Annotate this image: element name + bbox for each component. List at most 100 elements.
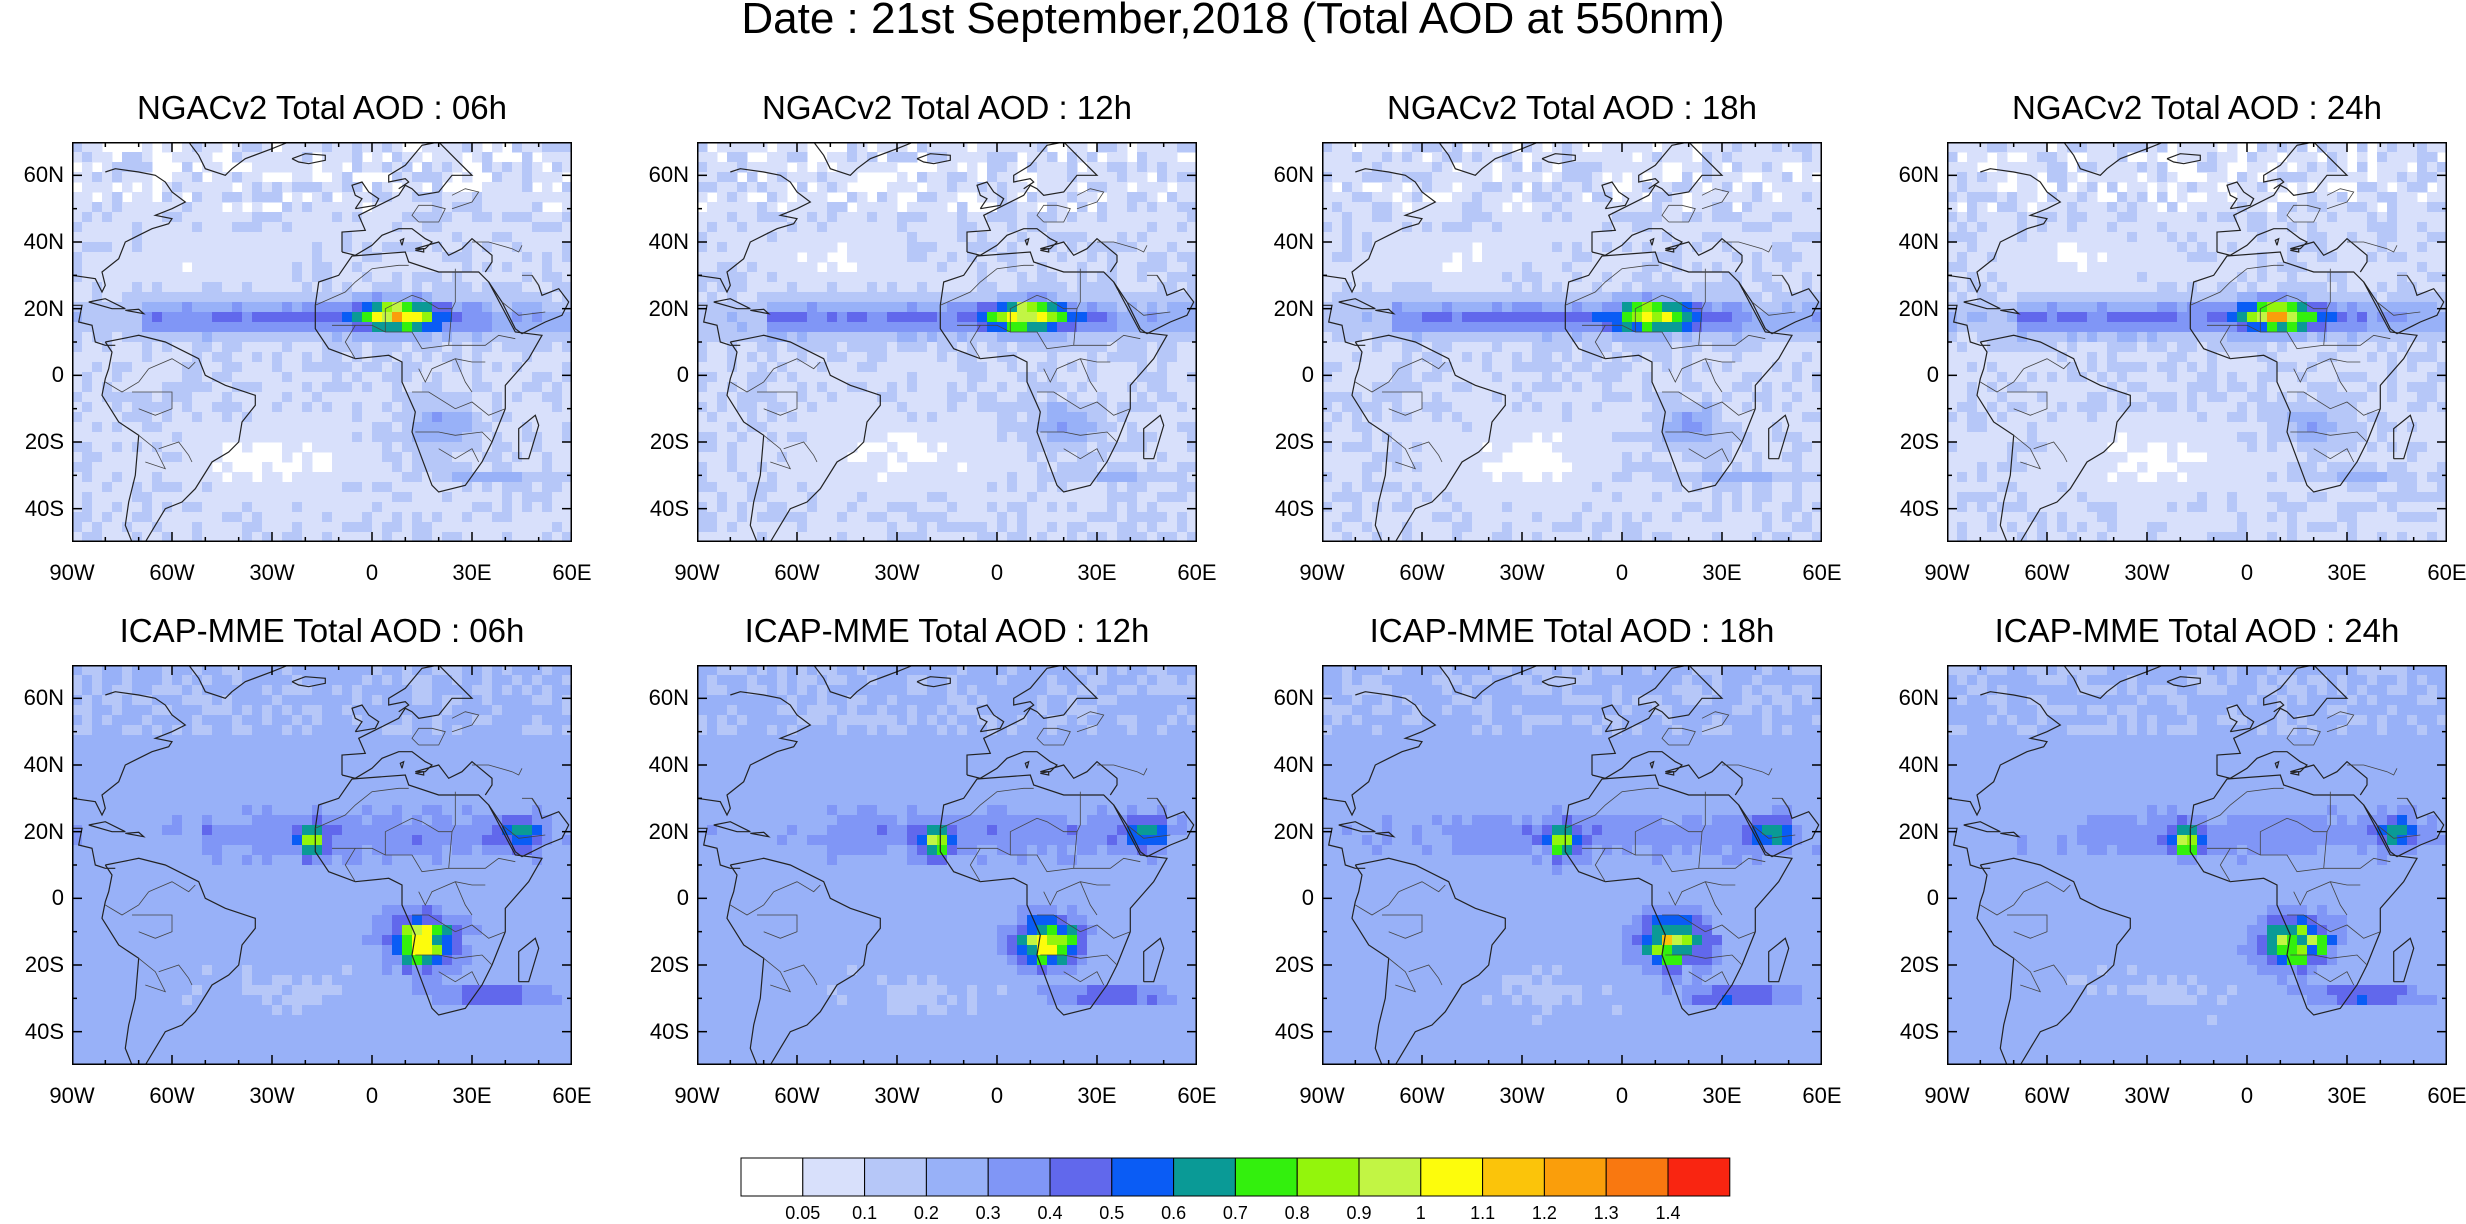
- aod-cell: [382, 482, 393, 493]
- aod-cell: [362, 232, 373, 243]
- aod-cell: [552, 512, 563, 523]
- aod-cell: [432, 252, 443, 263]
- aod-cell: [1077, 142, 1088, 153]
- aod-cell: [222, 242, 233, 253]
- aod-cell: [977, 482, 988, 493]
- aod-cell: [1007, 352, 1018, 363]
- aod-cell: [1682, 222, 1693, 233]
- aod-cell: [92, 452, 103, 463]
- aod-cell: [1097, 432, 1108, 443]
- aod-cell: [192, 452, 203, 463]
- aod-cell: [1157, 492, 1168, 503]
- aod-cell: [847, 412, 858, 423]
- aod-cell: [542, 422, 553, 433]
- aod-cell: [272, 412, 283, 423]
- aod-cell: [202, 412, 213, 423]
- aod-cell: [1712, 262, 1723, 273]
- aod-cell: [867, 432, 878, 443]
- aod-cell: [482, 312, 493, 323]
- aod-cell: [1792, 272, 1803, 283]
- aod-cell: [242, 442, 253, 453]
- aod-cell: [1017, 522, 1028, 533]
- aod-cell: [432, 192, 443, 203]
- aod-cell: [172, 272, 183, 283]
- aod-cell: [392, 392, 403, 403]
- aod-cell: [1127, 492, 1138, 503]
- aod-cell: [927, 482, 938, 493]
- aod-cell: [927, 462, 938, 473]
- aod-cell: [1157, 242, 1168, 253]
- aod-cell: [1642, 212, 1653, 223]
- aod-cell: [1542, 312, 1553, 323]
- aod-cell: [452, 262, 463, 273]
- aod-cell: [92, 502, 103, 513]
- aod-cell: [322, 282, 333, 293]
- aod-cell: [1742, 272, 1753, 283]
- aod-cell: [917, 342, 928, 353]
- aod-cell: [1502, 282, 1513, 293]
- aod-cell: [472, 342, 483, 353]
- aod-cell: [757, 332, 768, 343]
- aod-cell: [1462, 212, 1473, 223]
- aod-cell: [302, 202, 313, 213]
- aod-cell: [967, 432, 978, 443]
- aod-cell: [877, 252, 888, 263]
- aod-cell: [807, 512, 818, 523]
- aod-cell: [162, 492, 173, 503]
- aod-cell: [282, 342, 293, 353]
- aod-cell: [1522, 232, 1533, 243]
- aod-cell: [502, 372, 513, 383]
- aod-cell: [1512, 172, 1523, 183]
- aod-cell: [122, 362, 133, 373]
- aod-cell: [472, 492, 483, 503]
- aod-cell: [392, 152, 403, 163]
- aod-cell: [777, 382, 788, 393]
- aod-cell: [987, 502, 998, 513]
- lat-tick-label: 60N: [0, 162, 64, 188]
- aod-cell: [977, 322, 988, 333]
- aod-cell: [987, 402, 998, 413]
- aod-cell: [877, 522, 888, 533]
- aod-cell: [1682, 302, 1693, 313]
- aod-cell: [1412, 302, 1423, 313]
- aod-cell: [1177, 512, 1188, 523]
- aod-cell: [767, 182, 778, 193]
- aod-cell: [1752, 182, 1763, 193]
- aod-cell: [1057, 272, 1068, 283]
- aod-cell: [422, 502, 433, 513]
- aod-cell: [1422, 222, 1433, 233]
- aod-cell: [292, 432, 303, 443]
- aod-cell: [522, 232, 533, 243]
- aod-cell: [1522, 172, 1533, 183]
- aod-cell: [897, 492, 908, 503]
- aod-cell: [1572, 162, 1583, 173]
- aod-cell: [522, 472, 533, 483]
- aod-cell: [532, 242, 543, 253]
- aod-cell: [1147, 432, 1158, 443]
- aod-cell: [532, 212, 543, 223]
- aod-cell: [1562, 302, 1573, 313]
- aod-cell: [1107, 392, 1118, 403]
- aod-cell: [717, 522, 728, 533]
- aod-cell: [532, 522, 543, 533]
- aod-cell: [1422, 162, 1433, 173]
- aod-cell: [1412, 192, 1423, 203]
- aod-cell: [1782, 202, 1793, 213]
- aod-cell: [867, 502, 878, 513]
- aod-cell: [1442, 322, 1453, 333]
- aod-cell: [132, 522, 143, 533]
- aod-cell: [937, 252, 948, 263]
- aod-cell: [947, 192, 958, 203]
- aod-cell: [907, 382, 918, 393]
- aod-cell: [242, 252, 253, 263]
- aod-cell: [1017, 432, 1028, 443]
- aod-cell: [707, 222, 718, 233]
- aod-cell: [1742, 332, 1753, 343]
- aod-cell: [192, 212, 203, 223]
- aod-cell: [947, 212, 958, 223]
- aod-cell: [1772, 282, 1783, 293]
- aod-cell: [1047, 442, 1058, 453]
- aod-cell: [82, 352, 93, 363]
- aod-cell: [342, 372, 353, 383]
- aod-cell: [1742, 182, 1753, 193]
